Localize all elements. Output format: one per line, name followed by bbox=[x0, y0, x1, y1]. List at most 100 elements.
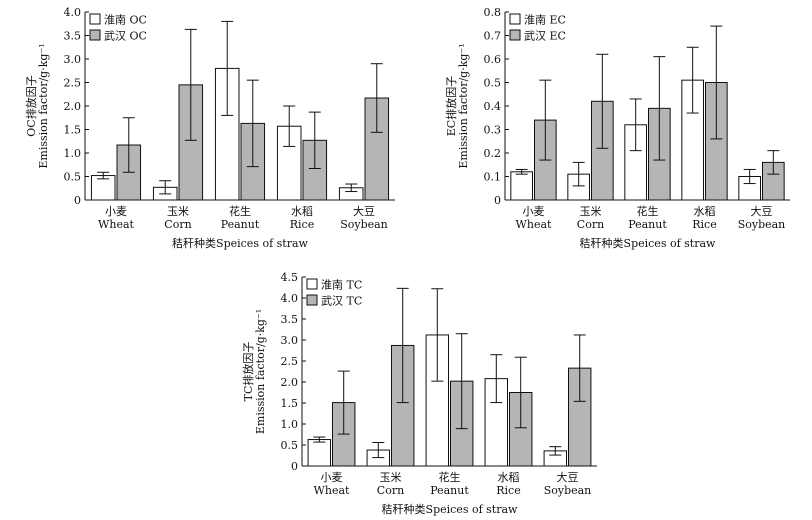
y-tick-label: 0.8 bbox=[484, 6, 502, 19]
legend-swatch bbox=[509, 13, 521, 25]
category-label: 玉米 Corn bbox=[577, 205, 604, 231]
category-label-line: Soybean bbox=[738, 218, 786, 231]
category-label-line: 大豆 bbox=[751, 204, 773, 218]
category-label: 小麦 Wheat bbox=[516, 205, 552, 231]
y-tick-label: 0.3 bbox=[484, 124, 502, 137]
y-tick-label: 2.0 bbox=[64, 100, 82, 113]
category-label-line: 小麦 bbox=[321, 471, 343, 484]
y-tick-label: 1.5 bbox=[281, 397, 299, 410]
category-label: 大豆 Soybean bbox=[340, 204, 388, 231]
category-label: 水稻 Rice bbox=[496, 471, 520, 497]
category-label: 水稻 Rice bbox=[290, 205, 314, 231]
bar bbox=[510, 171, 533, 201]
legend-label: 淮南 TC bbox=[321, 279, 362, 292]
category-label: 玉米 Corn bbox=[164, 205, 191, 231]
y-tick-label: 3.5 bbox=[64, 30, 82, 43]
category-label-line: Peanut bbox=[430, 484, 469, 497]
y-tick-label: 3.0 bbox=[64, 53, 82, 66]
legend-label: 武汉 EC bbox=[524, 30, 566, 43]
category-label-line: Rice bbox=[496, 484, 520, 497]
y-axis-title: EC排放因子Emission factor/g·kg⁻¹ bbox=[444, 43, 470, 168]
y-tick-label: 3.0 bbox=[281, 334, 299, 347]
category-label-line: 玉米 bbox=[380, 471, 402, 484]
bar bbox=[307, 439, 331, 467]
category-label-line: Rice bbox=[290, 218, 314, 231]
category-label-line: 花生 bbox=[637, 204, 659, 218]
chart-ec: 0 0.1 0.2 0.3 0.4 0.5 0.6 0.7 0.8 小麦 Wheat 玉米 Corn 花生… bbox=[444, 6, 790, 250]
y-axis-title-line: Emission factor/g·kg⁻¹ bbox=[254, 309, 267, 434]
category-label: 花生 Peanut bbox=[221, 204, 260, 231]
y-axis-title-line: Emission factor/g·kg⁻¹ bbox=[457, 43, 470, 168]
y-tick-label: 4.5 bbox=[281, 271, 299, 284]
legend-swatch bbox=[89, 29, 101, 41]
y-tick-label: 0.2 bbox=[484, 147, 502, 160]
y-tick-label: 3.5 bbox=[281, 313, 299, 326]
category-label-line: Soybean bbox=[340, 218, 388, 231]
y-axis-title-line: OC排放因子 bbox=[24, 75, 38, 136]
legend-label: 武汉 OC bbox=[104, 30, 147, 43]
category-label: 大豆 Soybean bbox=[738, 204, 786, 231]
legend-swatch bbox=[89, 13, 101, 25]
x-axis-title: 秸秆种类Speices of straw bbox=[382, 502, 518, 516]
y-tick-label: 0.4 bbox=[484, 100, 502, 113]
y-axis-title: TC排放因子Emission factor/g·kg⁻¹ bbox=[241, 309, 267, 434]
category-label-line: Wheat bbox=[314, 484, 350, 497]
y-tick-label: 0 bbox=[74, 194, 81, 207]
category-label-line: Wheat bbox=[98, 218, 134, 231]
y-tick-label: 2.0 bbox=[281, 376, 299, 389]
y-tick-label: 1.0 bbox=[64, 147, 82, 160]
category-label: 玉米 Corn bbox=[377, 471, 404, 497]
y-tick-label: 2.5 bbox=[64, 77, 82, 90]
x-axis-title: 秸秆种类Speices of straw bbox=[580, 236, 716, 250]
y-axis-title-line: TC排放因子 bbox=[241, 342, 255, 402]
chart-tc: 0 0.5 1.0 1.5 2.0 2.5 3.0 3.5 4.0 4.5 小麦 Wheat 玉米 Cor… bbox=[241, 271, 597, 516]
legend-swatch bbox=[509, 29, 521, 41]
category-label-line: Peanut bbox=[628, 218, 667, 231]
category-label-line: Corn bbox=[164, 218, 191, 231]
category-label-line: 小麦 bbox=[523, 205, 545, 218]
y-axis-title-line: EC排放因子 bbox=[444, 76, 458, 136]
y-tick-label: 1.5 bbox=[64, 124, 82, 137]
category-label-line: 花生 bbox=[439, 470, 461, 484]
category-label: 小麦 Wheat bbox=[98, 205, 134, 231]
category-label-line: 玉米 bbox=[167, 205, 189, 218]
category-label: 水稻 Rice bbox=[692, 205, 716, 231]
chart-oc: 0 0.5 1.0 1.5 2.0 2.5 3.0 3.5 4.0 小麦 Wheat 玉米 Corn 花生… bbox=[24, 6, 395, 250]
legend-label: 武汉 TC bbox=[321, 295, 362, 308]
y-tick-label: 0.7 bbox=[484, 30, 502, 43]
y-axis-title-line: Emission factor/g·kg⁻¹ bbox=[37, 43, 50, 168]
category-label: 花生 Peanut bbox=[628, 204, 667, 231]
y-tick-label: 0.5 bbox=[484, 77, 502, 90]
y-tick-label: 0.5 bbox=[64, 171, 82, 184]
y-tick-label: 4.0 bbox=[281, 292, 299, 305]
category-label-line: 花生 bbox=[229, 204, 251, 218]
legend-swatch bbox=[306, 278, 318, 290]
category-label-line: Wheat bbox=[516, 218, 552, 231]
y-tick-label: 0.5 bbox=[281, 439, 299, 452]
category-label: 大豆 Soybean bbox=[544, 470, 592, 497]
legend-label: 淮南 EC bbox=[524, 14, 566, 27]
y-axis-title: OC排放因子Emission factor/g·kg⁻¹ bbox=[24, 43, 50, 168]
category-label-line: Peanut bbox=[221, 218, 260, 231]
category-label-line: 水稻 bbox=[498, 471, 520, 484]
category-label-line: Corn bbox=[377, 484, 404, 497]
category-label-line: 大豆 bbox=[557, 470, 579, 484]
category-label-line: 水稻 bbox=[694, 205, 716, 218]
category-label: 小麦 Wheat bbox=[314, 471, 350, 497]
y-tick-label: 0.1 bbox=[484, 171, 502, 184]
category-label-line: 小麦 bbox=[105, 205, 127, 218]
legend-label: 淮南 OC bbox=[104, 14, 147, 27]
y-tick-label: 2.5 bbox=[281, 355, 299, 368]
legend-swatch bbox=[306, 294, 318, 306]
category-label-line: Soybean bbox=[544, 484, 592, 497]
category-label-line: 大豆 bbox=[353, 204, 375, 218]
x-axis-title: 秸秆种类Speices of straw bbox=[172, 236, 308, 250]
category-label-line: 水稻 bbox=[291, 205, 313, 218]
y-tick-label: 0.6 bbox=[484, 53, 502, 66]
category-label-line: Rice bbox=[692, 218, 716, 231]
category-label-line: Corn bbox=[577, 218, 604, 231]
y-tick-label: 1.0 bbox=[281, 418, 299, 431]
category-label: 花生 Peanut bbox=[430, 470, 469, 497]
y-tick-label: 4.0 bbox=[64, 6, 82, 19]
